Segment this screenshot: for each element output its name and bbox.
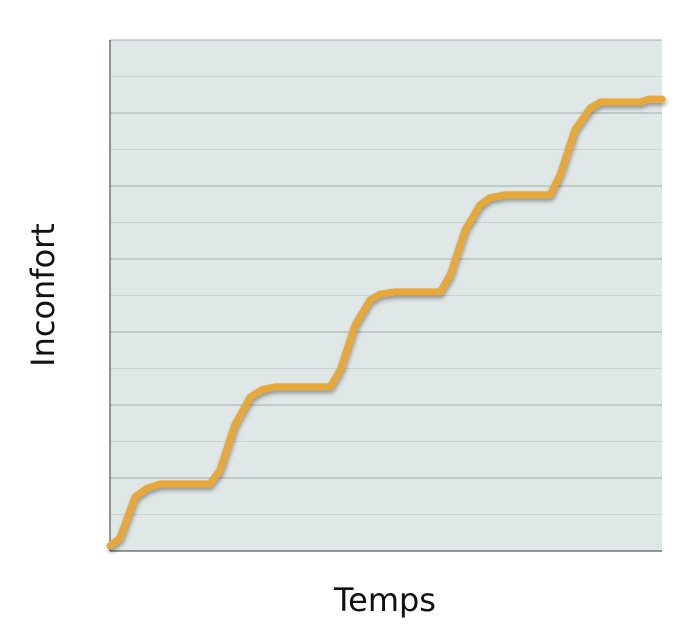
x-axis-label: Temps (333, 581, 436, 619)
data-line (106, 95, 666, 550)
y-axis-label: Inconfort (24, 223, 62, 367)
